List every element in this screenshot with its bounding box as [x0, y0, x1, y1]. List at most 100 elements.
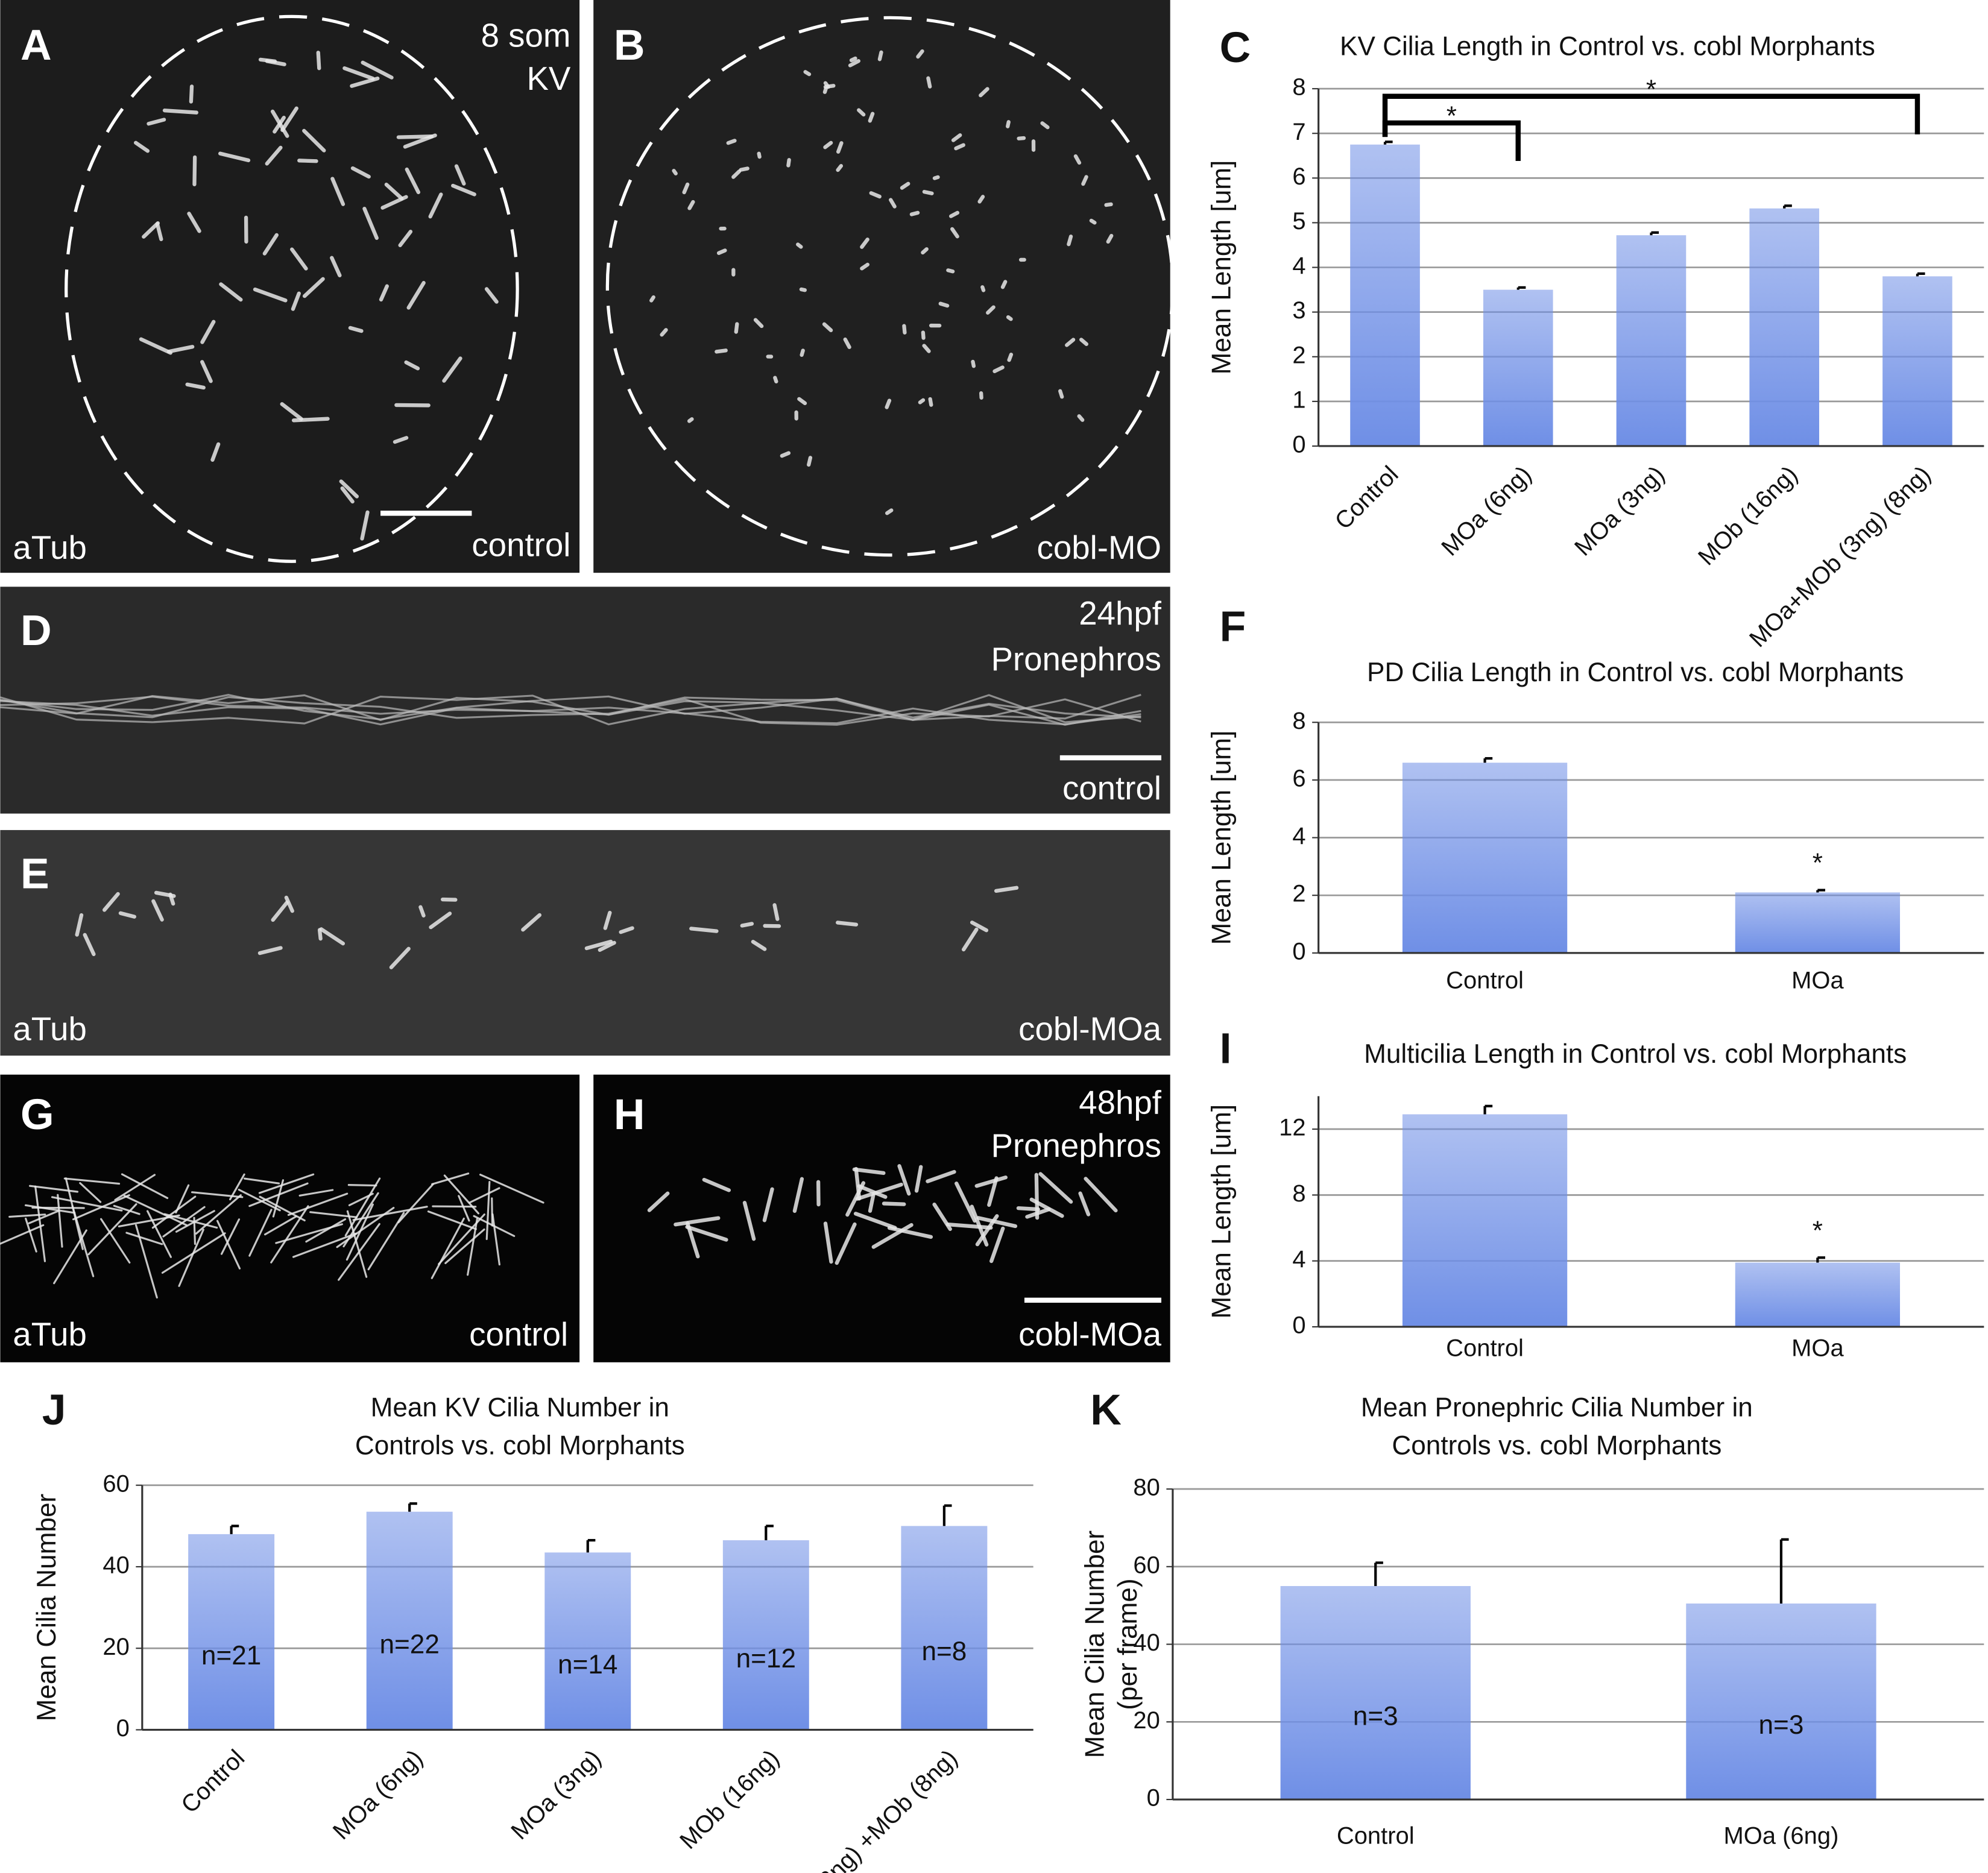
chart: J Mean KV Cilia Number in Controls vs. cob… — [32, 1386, 1033, 1873]
cilium — [848, 59, 860, 68]
cilium — [118, 911, 136, 919]
cilium — [598, 940, 616, 952]
cilium — [687, 200, 695, 210]
cilium — [914, 1165, 923, 1193]
cilium — [384, 182, 404, 201]
significance-star: * — [1813, 1216, 1823, 1245]
cilium — [51, 1196, 123, 1212]
x-tick-label: Control — [1337, 1823, 1415, 1849]
cilium — [431, 1173, 470, 1185]
panel-letter: A — [21, 21, 52, 69]
cilium — [687, 417, 694, 423]
panel-letter: B — [614, 21, 645, 69]
y-tick-label: 60 — [103, 1470, 129, 1497]
bar — [1735, 892, 1901, 953]
panel-text: Pronephros — [991, 641, 1161, 678]
cilium — [954, 143, 965, 151]
y-tick-label: 0 — [1292, 938, 1305, 965]
cilium — [121, 1173, 169, 1200]
cilium — [429, 911, 452, 930]
panel-letter: I — [1220, 1025, 1232, 1073]
bar-label: n=22 — [379, 1629, 439, 1659]
cilium — [803, 70, 812, 77]
cilium — [900, 181, 910, 190]
cilium — [979, 87, 989, 98]
y-tick-label: 8 — [1292, 1180, 1305, 1207]
cilium — [1016, 1206, 1040, 1212]
cilium — [216, 1220, 241, 1270]
cilium — [843, 337, 851, 350]
cilium — [238, 1188, 281, 1212]
panel-letter: F — [1220, 603, 1246, 651]
cilium — [287, 1192, 349, 1216]
cilium — [393, 436, 409, 444]
panel-text: cobl-MOa — [1018, 1316, 1161, 1353]
cilium — [271, 901, 289, 922]
panel-text: aTub — [13, 1011, 87, 1048]
cilium — [619, 926, 634, 934]
cilium — [302, 128, 326, 153]
cilium — [291, 417, 330, 423]
cilium — [284, 895, 294, 913]
micrograph-panel: A 8 som KV aTub control — [0, 0, 580, 573]
bar — [544, 1552, 631, 1730]
cilium — [316, 51, 321, 71]
panel-letter: J — [42, 1386, 66, 1434]
y-tick-label: 6 — [1292, 163, 1305, 190]
cilium — [869, 191, 882, 199]
cilium — [133, 140, 150, 153]
cilium — [352, 1206, 428, 1221]
cilium — [361, 60, 394, 80]
cilium — [146, 1210, 172, 1258]
panel-text: 8 som — [481, 17, 571, 54]
cilium — [485, 1181, 491, 1241]
cilium — [100, 1218, 131, 1264]
y-tick-label: 6 — [1292, 765, 1305, 792]
cilium — [1077, 414, 1085, 422]
cilium — [142, 221, 160, 239]
cilium — [248, 1182, 309, 1207]
cilium — [350, 77, 380, 88]
y-tick-label: 12 — [1279, 1115, 1305, 1141]
cilium — [584, 939, 613, 951]
cilium — [350, 166, 371, 179]
cilium — [951, 133, 962, 142]
cilium — [987, 1176, 999, 1207]
cilium — [946, 268, 955, 274]
cilium — [845, 1181, 866, 1217]
y-tick-label: 2 — [1292, 342, 1305, 368]
cilium — [151, 1195, 197, 1229]
cilium — [248, 1209, 273, 1257]
cilium — [479, 1173, 544, 1204]
cilium — [989, 1226, 1005, 1264]
cilium — [362, 206, 379, 240]
cilium — [949, 210, 960, 218]
cilium — [855, 1182, 903, 1201]
chart-title: Mean KV Cilia Number in — [371, 1393, 669, 1422]
cilium — [28, 1210, 60, 1224]
bar — [901, 1526, 988, 1730]
cilium — [397, 1183, 434, 1224]
cilium — [916, 49, 924, 59]
cilium — [797, 397, 807, 406]
cilium — [715, 348, 728, 354]
bar — [1402, 1114, 1568, 1327]
cilium — [113, 1204, 140, 1215]
cilium — [836, 141, 844, 154]
cilium — [799, 287, 807, 292]
cilium — [192, 155, 197, 187]
bar — [1350, 144, 1420, 446]
cilium — [342, 66, 375, 81]
x-tick-label: MOa (6ng) — [328, 1745, 428, 1845]
cilia-bundle — [0, 696, 1141, 726]
cilium — [1000, 280, 1008, 289]
bar — [1749, 208, 1820, 446]
x-tick-label: MOa (6ng) — [1724, 1823, 1839, 1849]
bar — [1686, 1603, 1876, 1800]
chart-title: Controls vs. cobl Morphants — [1392, 1431, 1721, 1460]
chart: K Mean Pronephric Cilia Number in Controls… — [1080, 1386, 1984, 1849]
y-axis-label: Mean Cilia Number — [1080, 1531, 1109, 1758]
cilium — [185, 382, 206, 390]
cilium — [258, 57, 277, 63]
